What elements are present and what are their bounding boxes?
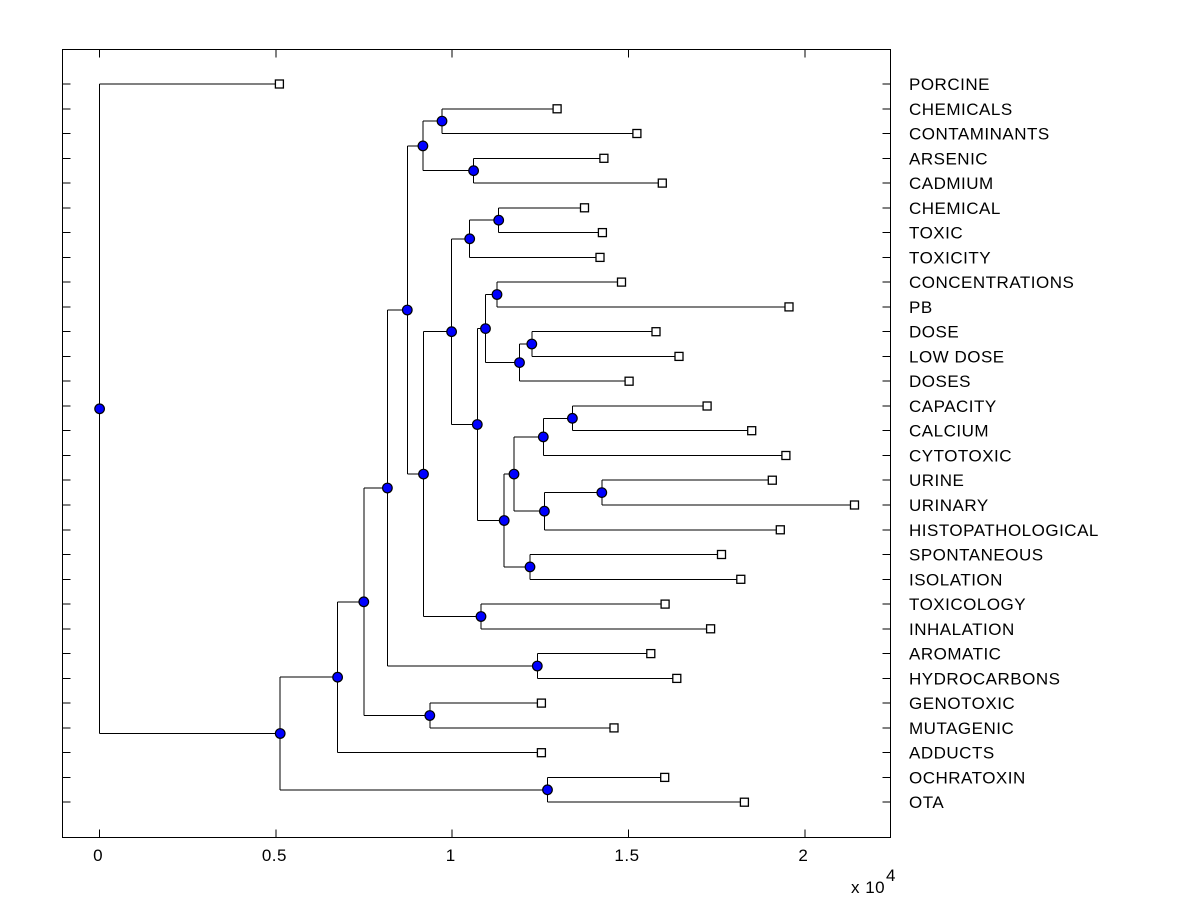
svg-text:TOXICITY: TOXICITY <box>909 248 991 267</box>
svg-text:PB: PB <box>909 298 933 317</box>
svg-text:CONCENTRATIONS: CONCENTRATIONS <box>909 273 1074 292</box>
svg-text:URINARY: URINARY <box>909 496 989 515</box>
svg-text:PORCINE: PORCINE <box>909 75 990 94</box>
svg-text:HISTOPATHOLOGICAL: HISTOPATHOLOGICAL <box>909 521 1099 540</box>
svg-text:1: 1 <box>446 846 456 865</box>
svg-text:CYTOTOXIC: CYTOTOXIC <box>909 447 1012 466</box>
svg-text:TOXIC: TOXIC <box>909 224 963 243</box>
svg-text:CAPACITY: CAPACITY <box>909 397 997 416</box>
svg-text:ARSENIC: ARSENIC <box>909 149 988 168</box>
svg-text:x 10: x 10 <box>851 878 885 897</box>
svg-text:SPONTANEOUS: SPONTANEOUS <box>909 546 1044 565</box>
svg-text:OTA: OTA <box>909 793 944 812</box>
svg-text:DOSE: DOSE <box>909 323 959 342</box>
svg-text:1.5: 1.5 <box>614 846 639 865</box>
svg-text:CONTAMINANTS: CONTAMINANTS <box>909 125 1050 144</box>
svg-text:CADMIUM: CADMIUM <box>909 174 994 193</box>
svg-text:ISOLATION: ISOLATION <box>909 570 1003 589</box>
svg-text:CHEMICALS: CHEMICALS <box>909 100 1013 119</box>
svg-text:CHEMICAL: CHEMICAL <box>909 199 1001 218</box>
svg-text:HYDROCARBONS: HYDROCARBONS <box>909 669 1060 688</box>
svg-text:0: 0 <box>93 846 103 865</box>
svg-text:INHALATION: INHALATION <box>909 620 1015 639</box>
svg-text:OCHRATOXIN: OCHRATOXIN <box>909 768 1026 787</box>
svg-text:AROMATIC: AROMATIC <box>909 645 1001 664</box>
svg-text:2: 2 <box>798 846 808 865</box>
svg-text:GENOTOXIC: GENOTOXIC <box>909 694 1015 713</box>
svg-text:ADDUCTS: ADDUCTS <box>909 744 995 763</box>
svg-text:LOW DOSE: LOW DOSE <box>909 347 1005 366</box>
svg-text:0.5: 0.5 <box>262 846 287 865</box>
svg-text:4: 4 <box>886 866 896 885</box>
svg-text:CALCIUM: CALCIUM <box>909 422 989 441</box>
svg-text:MUTAGENIC: MUTAGENIC <box>909 719 1014 738</box>
svg-text:TOXICOLOGY: TOXICOLOGY <box>909 595 1026 614</box>
svg-text:URINE: URINE <box>909 471 964 490</box>
svg-text:DOSES: DOSES <box>909 372 971 391</box>
